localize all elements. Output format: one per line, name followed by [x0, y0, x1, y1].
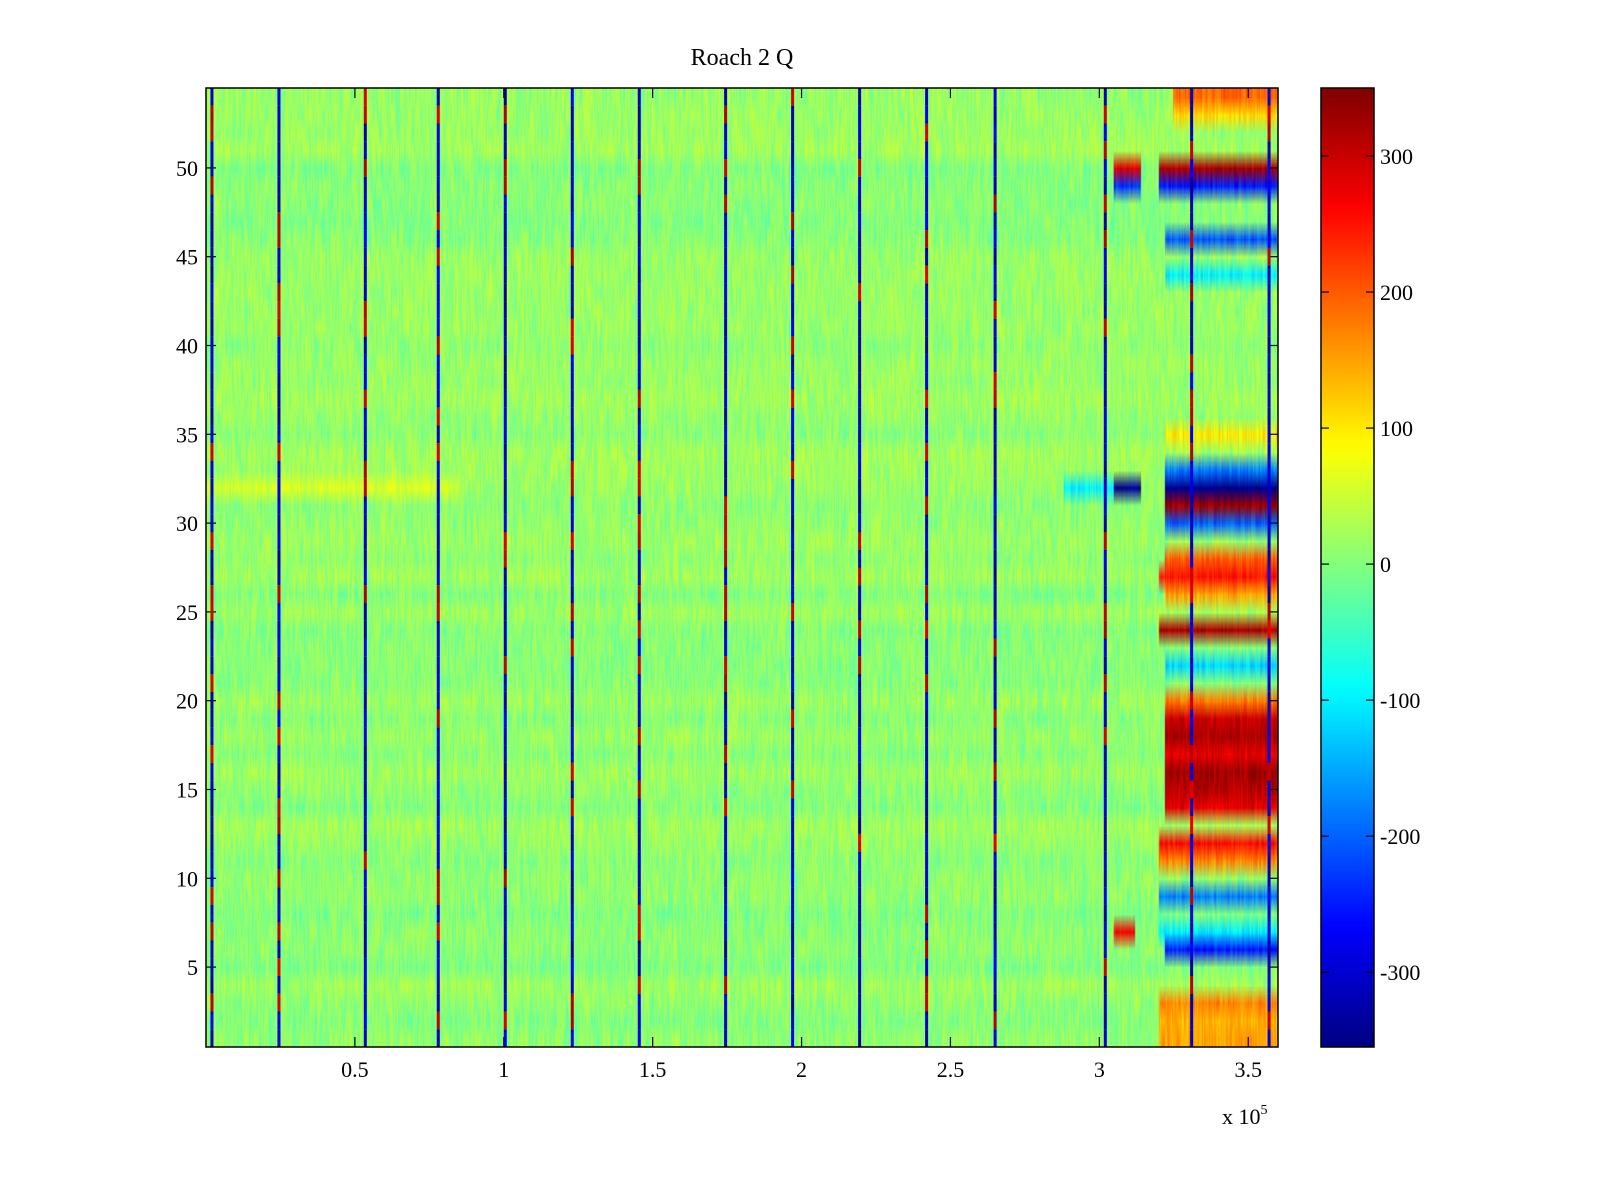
vertical-line	[436, 88, 440, 1047]
colorbar-tick-label: -300	[1380, 960, 1420, 985]
vertical-line	[363, 88, 367, 1047]
vertical-line	[277, 88, 281, 1047]
vertical-line	[503, 88, 507, 1047]
vertical-line	[570, 88, 574, 1047]
chart-title: Roach 2 Q	[691, 45, 794, 71]
vertical-line	[925, 88, 929, 1047]
y-tick-label: 35	[176, 422, 198, 447]
heatmap-image	[206, 88, 1278, 1047]
vertical-line	[724, 88, 728, 1047]
x-tick-label: 3	[1094, 1057, 1105, 1082]
colorbar-tick-label: 300	[1380, 144, 1413, 169]
vertical-line	[791, 88, 795, 1047]
x-tick-label: 2	[796, 1057, 807, 1082]
y-tick-label: 5	[187, 955, 198, 980]
y-axis-ticks: 5 10 15 20 25 30 35 40 45 50	[176, 156, 1278, 980]
vertical-line	[1190, 88, 1194, 1047]
x-axis-ticks: 0.5 1 1.5 2 2.5 3 3.5	[341, 88, 1262, 1082]
colorbar-gradient	[1321, 88, 1374, 1047]
y-tick-label: 10	[176, 866, 198, 891]
y-tick-label: 50	[176, 156, 198, 181]
x-tick-label: 3.5	[1234, 1057, 1262, 1082]
y-tick-label: 30	[176, 511, 198, 536]
x-tick-label: 1.5	[639, 1057, 667, 1082]
x-tick-label: 2.5	[937, 1057, 965, 1082]
vertical-line	[210, 88, 214, 1047]
y-tick-label: 20	[176, 689, 198, 714]
colorbar: 300 200 100 0 -100 -200 -300	[1320, 87, 1420, 1048]
x-axis-multiplier: x 105	[1222, 1103, 1268, 1129]
colorbar-tick-label: -100	[1380, 688, 1420, 713]
colorbar-tick-label: -200	[1380, 824, 1420, 849]
heatmap-plot-area: 0.5 1 1.5 2 2.5 3 3.5 5 10 15 20 25 30 35 40 45 50	[176, 87, 1279, 1082]
y-tick-label: 45	[176, 245, 198, 270]
x-tick-label: 0.5	[341, 1057, 369, 1082]
colorbar-frame	[1320, 87, 1375, 1048]
vertical-line	[858, 88, 862, 1047]
x-tick-label: 1	[498, 1057, 509, 1082]
plot-frame	[205, 87, 1279, 1048]
vertical-line	[1103, 88, 1107, 1047]
vertical-line	[637, 88, 641, 1047]
colorbar-ticks: 300 200 100 0 -100 -200 -300	[1321, 144, 1420, 985]
colorbar-tick-label: 100	[1380, 416, 1413, 441]
y-tick-label: 15	[176, 777, 198, 802]
vertical-line	[1267, 88, 1271, 1047]
colorbar-tick-label: 0	[1380, 552, 1391, 577]
y-tick-label: 40	[176, 334, 198, 359]
colorbar-tick-label: 200	[1380, 280, 1413, 305]
y-tick-label: 25	[176, 600, 198, 625]
vertical-line	[993, 88, 997, 1047]
